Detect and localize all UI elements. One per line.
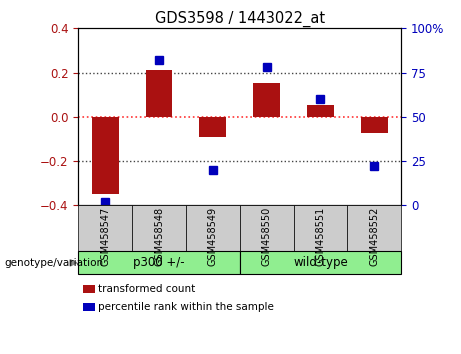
- Bar: [199, 117, 226, 137]
- Text: GSM458552: GSM458552: [369, 207, 379, 266]
- Text: GSM458549: GSM458549: [208, 207, 218, 266]
- Text: GSM458550: GSM458550: [261, 207, 272, 266]
- Text: GSM458551: GSM458551: [315, 207, 325, 266]
- Text: GSM458548: GSM458548: [154, 207, 164, 266]
- Polygon shape: [70, 260, 77, 266]
- Bar: [253, 82, 280, 117]
- Bar: [307, 105, 334, 117]
- Title: GDS3598 / 1443022_at: GDS3598 / 1443022_at: [154, 11, 325, 27]
- Text: percentile rank within the sample: percentile rank within the sample: [98, 302, 274, 312]
- Bar: [92, 117, 118, 194]
- Bar: [146, 70, 172, 117]
- Text: wild-type: wild-type: [293, 256, 348, 269]
- Bar: [361, 117, 388, 133]
- Text: GSM458547: GSM458547: [100, 207, 110, 266]
- Text: p300 +/-: p300 +/-: [133, 256, 185, 269]
- Text: transformed count: transformed count: [98, 284, 195, 293]
- Text: genotype/variation: genotype/variation: [5, 258, 104, 268]
